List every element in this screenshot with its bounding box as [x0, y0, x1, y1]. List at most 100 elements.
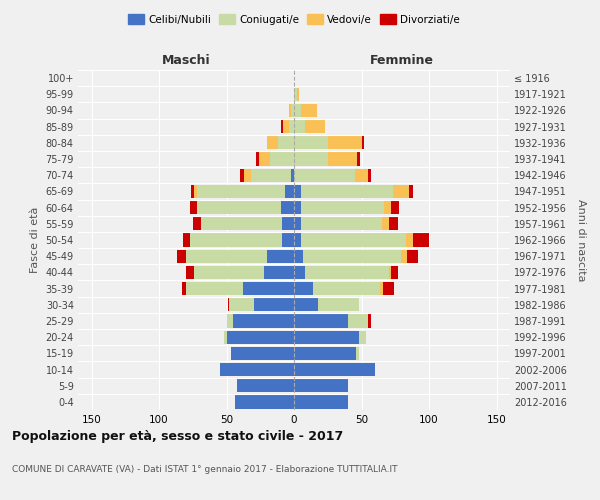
Bar: [289, 120, 294, 134]
Bar: [392, 185, 409, 198]
Bar: [301, 217, 382, 230]
Bar: [292, 104, 294, 117]
Bar: [294, 396, 348, 408]
Bar: [201, 217, 282, 230]
Bar: [194, 266, 265, 279]
Bar: [233, 314, 294, 328]
Bar: [294, 168, 355, 182]
Bar: [229, 298, 254, 312]
Text: Femmine: Femmine: [370, 54, 434, 67]
Bar: [191, 185, 194, 198]
Bar: [383, 282, 394, 295]
Bar: [282, 234, 294, 246]
Bar: [281, 120, 283, 134]
Bar: [242, 282, 294, 295]
Bar: [358, 152, 360, 166]
Bar: [294, 104, 301, 117]
Bar: [313, 282, 380, 295]
Bar: [380, 282, 383, 295]
Bar: [294, 282, 313, 295]
Bar: [197, 201, 281, 214]
Bar: [294, 201, 301, 214]
Bar: [256, 152, 259, 166]
Bar: [265, 266, 294, 279]
Bar: [409, 185, 413, 198]
Bar: [259, 152, 270, 166]
Bar: [294, 217, 301, 230]
Bar: [305, 266, 389, 279]
Bar: [294, 88, 296, 101]
Bar: [391, 201, 400, 214]
Bar: [186, 250, 267, 263]
Bar: [283, 120, 289, 134]
Bar: [401, 250, 407, 263]
Bar: [190, 201, 197, 214]
Text: Maschi: Maschi: [161, 54, 211, 67]
Bar: [186, 282, 242, 295]
Y-axis label: Fasce di età: Fasce di età: [30, 207, 40, 273]
Bar: [301, 185, 392, 198]
Bar: [238, 379, 294, 392]
Bar: [184, 234, 190, 246]
Bar: [407, 250, 418, 263]
Bar: [294, 330, 359, 344]
Bar: [368, 314, 371, 328]
Bar: [385, 201, 391, 214]
Legend: Celibi/Nubili, Coniugati/e, Vedovi/e, Divorziati/e: Celibi/Nubili, Coniugati/e, Vedovi/e, Di…: [124, 10, 464, 29]
Bar: [278, 136, 294, 149]
Bar: [301, 234, 406, 246]
Bar: [235, 396, 294, 408]
Bar: [240, 168, 244, 182]
Bar: [406, 234, 413, 246]
Bar: [244, 168, 251, 182]
Bar: [294, 314, 348, 328]
Bar: [382, 217, 389, 230]
Bar: [305, 120, 325, 134]
Bar: [361, 136, 364, 149]
Bar: [267, 136, 278, 149]
Bar: [227, 314, 233, 328]
Bar: [294, 298, 319, 312]
Bar: [193, 217, 201, 230]
Bar: [194, 185, 197, 198]
Bar: [224, 330, 227, 344]
Bar: [413, 234, 429, 246]
Bar: [292, 168, 294, 182]
Bar: [389, 266, 391, 279]
Bar: [289, 104, 292, 117]
Bar: [186, 266, 194, 279]
Bar: [294, 250, 304, 263]
Bar: [328, 152, 358, 166]
Bar: [228, 298, 229, 312]
Bar: [348, 314, 368, 328]
Bar: [294, 234, 301, 246]
Bar: [270, 152, 294, 166]
Bar: [281, 201, 294, 214]
Bar: [251, 168, 292, 182]
Bar: [301, 201, 385, 214]
Bar: [267, 250, 294, 263]
Text: COMUNE DI CARAVATE (VA) - Dati ISTAT 1° gennaio 2017 - Elaborazione TUTTITALIA.I: COMUNE DI CARAVATE (VA) - Dati ISTAT 1° …: [12, 465, 398, 474]
Y-axis label: Anni di nascita: Anni di nascita: [577, 198, 586, 281]
Bar: [294, 152, 328, 166]
Bar: [301, 104, 317, 117]
Text: Popolazione per età, sesso e stato civile - 2017: Popolazione per età, sesso e stato civil…: [12, 430, 343, 443]
Bar: [176, 250, 186, 263]
Bar: [220, 363, 294, 376]
Bar: [304, 250, 401, 263]
Bar: [294, 346, 356, 360]
Bar: [368, 168, 371, 182]
Bar: [190, 234, 282, 246]
Bar: [294, 266, 305, 279]
Bar: [294, 363, 375, 376]
Bar: [197, 185, 284, 198]
Bar: [284, 185, 294, 198]
Bar: [282, 217, 294, 230]
Bar: [355, 168, 368, 182]
Bar: [296, 88, 299, 101]
Bar: [294, 120, 305, 134]
Bar: [294, 136, 328, 149]
Bar: [389, 217, 398, 230]
Bar: [391, 266, 398, 279]
Bar: [359, 330, 365, 344]
